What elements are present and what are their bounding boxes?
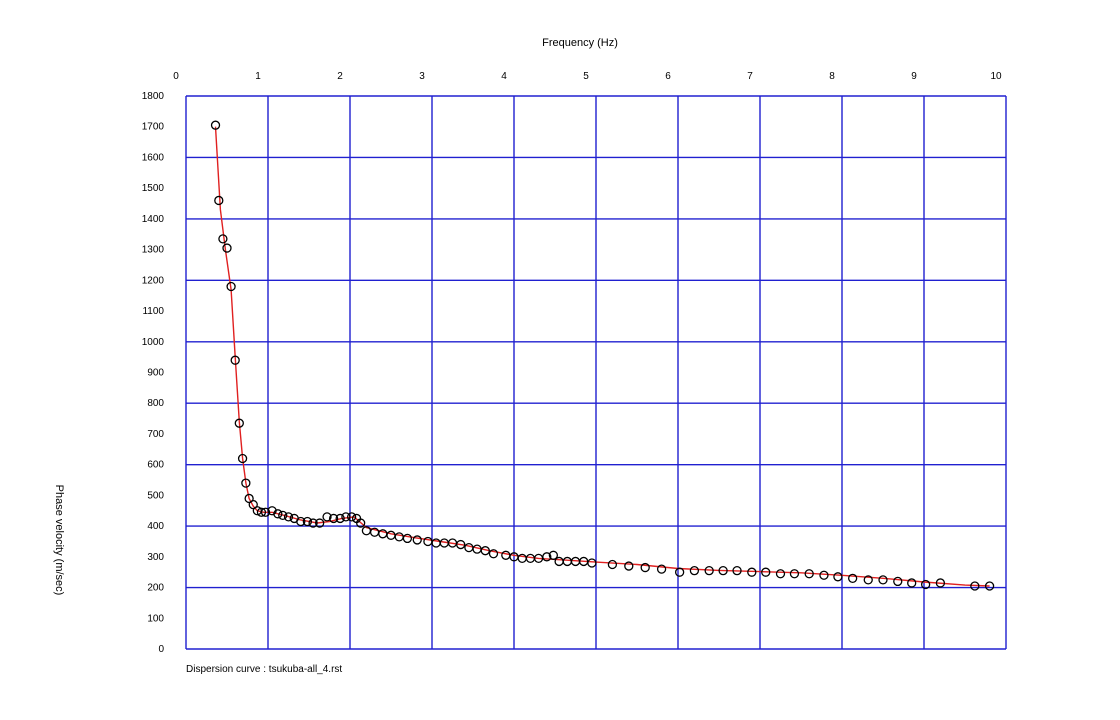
data-point <box>624 561 634 571</box>
y-tick-label: 1200 <box>142 275 165 286</box>
data-point <box>542 552 552 562</box>
data-point <box>920 579 931 590</box>
y-tick-label: 1100 <box>142 306 164 317</box>
x-tick-label: 4 <box>501 71 507 82</box>
data-point <box>456 539 466 550</box>
y-tick-label: 0 <box>158 644 164 655</box>
data-point <box>718 566 728 576</box>
y-tick-label: 1700 <box>142 122 165 133</box>
data-point <box>607 559 618 570</box>
data-point <box>674 567 685 577</box>
data-point <box>689 566 700 576</box>
data-point <box>640 562 650 573</box>
x-tick-label: 10 <box>990 71 1002 82</box>
data-point <box>893 576 903 587</box>
data-point <box>214 195 224 206</box>
data-point <box>241 478 251 488</box>
data-point <box>907 578 917 588</box>
y-tick-label: 1000 <box>142 337 165 348</box>
y-tick-label: 900 <box>147 368 164 379</box>
data-point <box>656 564 667 574</box>
data-point <box>848 573 858 583</box>
y-tick-label: 600 <box>147 460 164 471</box>
data-point <box>226 281 236 292</box>
data-point <box>328 513 339 524</box>
x-tick-label: 9 <box>911 71 917 82</box>
data-point <box>322 512 332 522</box>
y-tick-label: 400 <box>147 521 164 532</box>
y-tick-labels: 0 100 200 300 400 500 600 700 800 900 1000 1100 1200… <box>142 91 165 655</box>
data-point <box>587 558 597 568</box>
data-point <box>480 546 490 556</box>
y-tick-label: 100 <box>147 613 164 624</box>
x-tick-label: 2 <box>337 71 343 82</box>
data-point <box>222 243 232 253</box>
data-point <box>775 569 786 579</box>
data-point <box>863 575 873 585</box>
data-point <box>704 566 714 576</box>
y-tick-label: 200 <box>147 583 164 594</box>
x-tick-label: 1 <box>255 71 261 82</box>
data-point <box>341 512 351 522</box>
fitted-curve <box>214 126 990 587</box>
y-tick-label: 1300 <box>142 245 165 256</box>
data-point <box>346 512 357 522</box>
y-tick-label: 1500 <box>142 183 165 194</box>
data-point <box>237 453 248 464</box>
data-point <box>747 567 757 577</box>
data-point <box>819 570 829 580</box>
data-point <box>278 510 288 521</box>
data-point <box>315 518 325 528</box>
x-tick-label: 8 <box>829 71 835 82</box>
data-point <box>273 509 283 519</box>
data-point <box>296 516 306 527</box>
data-point <box>302 516 313 527</box>
y-tick-label: 800 <box>147 398 164 409</box>
data-point <box>234 418 244 428</box>
data-point <box>412 535 422 545</box>
x-tick-label: 3 <box>419 71 425 82</box>
y-axis-label: Phase velocity (m/sec) <box>53 485 65 596</box>
y-tick-label: 300 <box>147 552 164 563</box>
data-point <box>548 550 559 560</box>
data-point <box>283 512 294 522</box>
y-tick-label: 1800 <box>142 91 165 102</box>
x-tick-label: 7 <box>747 71 753 82</box>
grid <box>185 95 1007 650</box>
data-point <box>210 120 221 130</box>
data-point <box>260 507 271 517</box>
data-point <box>308 518 318 528</box>
x-tick-label: 6 <box>665 71 671 82</box>
x-tick-labels: 0 1 2 3 4 5 6 7 8 9 10 <box>173 71 1002 82</box>
y-tick-label: 700 <box>147 429 164 440</box>
data-point <box>218 234 228 244</box>
y-tick-label: 1400 <box>142 214 165 225</box>
data-point <box>984 581 995 591</box>
data-point <box>732 566 742 576</box>
data-point <box>230 355 240 365</box>
data-point <box>335 513 345 524</box>
data-point <box>970 581 980 591</box>
data-point <box>402 533 413 544</box>
y-tick-label: 1600 <box>142 152 165 163</box>
x-tick-label: 5 <box>583 71 589 82</box>
x-tick-label: 0 <box>173 71 179 82</box>
data-point <box>804 569 814 579</box>
data-point <box>256 507 267 517</box>
data-point <box>878 575 888 585</box>
y-tick-label: 500 <box>147 490 164 501</box>
data-point <box>833 572 843 582</box>
chart-caption: Dispersion curve : tsukuba-all_4.rst <box>186 664 342 675</box>
x-axis-label: Frequency (Hz) <box>542 37 618 49</box>
data-point <box>356 518 366 528</box>
data-point <box>488 549 499 559</box>
data-point <box>761 567 771 577</box>
data-point <box>789 569 800 579</box>
data-points <box>210 120 995 591</box>
data-point <box>935 578 946 588</box>
